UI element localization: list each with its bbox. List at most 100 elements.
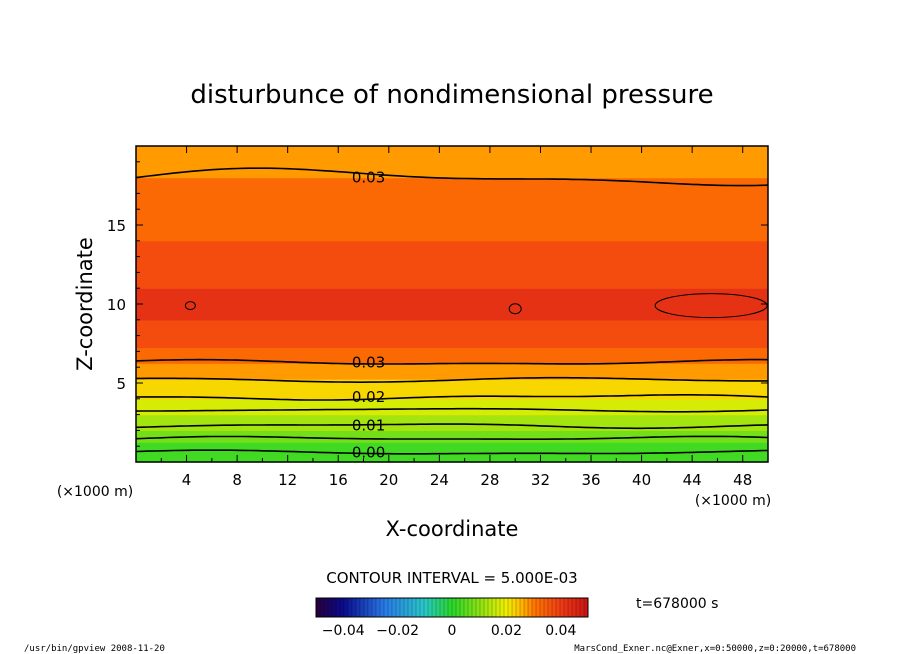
colorbar-segment bbox=[316, 598, 321, 617]
contour-band bbox=[136, 347, 768, 352]
colorbar-segment bbox=[420, 598, 425, 617]
time-label: t=678000 s bbox=[636, 596, 718, 612]
contour-band bbox=[136, 430, 768, 435]
footer-left: /usr/bin/gpview 2008-11-20 bbox=[24, 644, 165, 654]
contour-label: 0.00 bbox=[352, 444, 385, 462]
contour-band bbox=[136, 414, 768, 420]
contour-band bbox=[136, 268, 768, 273]
colorbar-segment bbox=[360, 598, 365, 617]
contour-band bbox=[136, 209, 768, 214]
contour-line bbox=[135, 423, 769, 430]
colorbar-segment bbox=[340, 598, 345, 617]
x-tick-label: 40 bbox=[632, 471, 651, 489]
colorbar-segment bbox=[524, 598, 529, 617]
colorbar-segment bbox=[576, 598, 581, 617]
contour-band bbox=[136, 438, 768, 443]
colorbar-segment bbox=[476, 598, 481, 617]
colorbar-segment bbox=[388, 598, 393, 617]
contour-band bbox=[136, 244, 768, 250]
colorbar-segment bbox=[444, 598, 449, 617]
contour-line bbox=[135, 449, 769, 455]
colorbar-segment bbox=[500, 598, 505, 617]
contour-band bbox=[136, 371, 768, 376]
contour-band bbox=[136, 232, 768, 238]
colorbar-tick-label: 0.02 bbox=[491, 623, 522, 639]
colorbar-segment bbox=[580, 598, 585, 617]
x-tick-label: 20 bbox=[379, 471, 398, 489]
contour-band bbox=[136, 319, 768, 325]
contour-band bbox=[136, 256, 768, 262]
contour-band bbox=[136, 442, 768, 447]
y-tick-label: 10 bbox=[107, 296, 126, 314]
colorbar-segment bbox=[564, 598, 569, 617]
contour-band bbox=[136, 292, 768, 297]
contour-band bbox=[136, 169, 768, 175]
colorbar-segment bbox=[380, 598, 385, 617]
colorbar-segment bbox=[336, 598, 341, 617]
contour-band bbox=[136, 177, 768, 183]
contour-band bbox=[136, 236, 768, 242]
contour-band bbox=[136, 390, 768, 396]
x-tick-label: 24 bbox=[430, 471, 449, 489]
contour-band bbox=[136, 193, 768, 198]
contour-band bbox=[136, 197, 768, 202]
x-tick-label: 12 bbox=[278, 471, 297, 489]
contour-band bbox=[136, 173, 768, 179]
colorbar-tick-labels: −0.04 −0.02 0 0.02 0.04 bbox=[322, 623, 577, 639]
contour-band bbox=[136, 315, 768, 321]
contour-band bbox=[136, 355, 768, 360]
contour-band bbox=[136, 213, 768, 218]
colorbar-segment bbox=[456, 598, 461, 617]
colorbar-tick-label: −0.04 bbox=[322, 623, 365, 639]
contour-band bbox=[136, 149, 768, 155]
colorbar-segment bbox=[552, 598, 557, 617]
contour-band bbox=[136, 264, 768, 270]
contour-band bbox=[136, 339, 768, 345]
colorbar-segment bbox=[528, 598, 533, 617]
contour-band bbox=[136, 426, 768, 431]
colorbar-segment bbox=[512, 598, 517, 617]
colorbar-segment bbox=[480, 598, 485, 617]
contour-band bbox=[136, 450, 768, 455]
x-axis-label: X-coordinate bbox=[386, 517, 519, 541]
contour-band bbox=[136, 446, 768, 451]
colorbar-segment bbox=[352, 598, 357, 617]
contour-band bbox=[136, 300, 768, 305]
contour-interval-label: CONTOUR INTERVAL = 5.000E-03 bbox=[326, 569, 577, 587]
x-tick-label: 32 bbox=[531, 471, 550, 489]
contour-band bbox=[136, 402, 768, 408]
colorbar-tick-label: −0.02 bbox=[376, 623, 419, 639]
colorbar-segment bbox=[488, 598, 493, 617]
colorbar-segment bbox=[324, 598, 329, 617]
contour-band bbox=[136, 280, 768, 285]
contour-band bbox=[136, 386, 768, 392]
x-tick-label: 36 bbox=[581, 471, 600, 489]
contour-labels: 0.03 0.03 0.02 0.01 0.00 bbox=[352, 169, 385, 462]
contour-band bbox=[136, 307, 768, 313]
colorbar-segment bbox=[548, 598, 553, 617]
colorbar-segment bbox=[344, 598, 349, 617]
x-tick-label: 44 bbox=[683, 471, 702, 489]
colorbar-segment bbox=[440, 598, 445, 617]
colorbar-segment bbox=[492, 598, 497, 617]
contour-band bbox=[136, 221, 768, 226]
colorbar-segment bbox=[556, 598, 561, 617]
contour-band bbox=[136, 161, 768, 167]
contour-band bbox=[136, 410, 768, 416]
colorbar-segment bbox=[356, 598, 361, 617]
colorbar-segment bbox=[560, 598, 565, 617]
contour-lines bbox=[135, 167, 769, 455]
x-tick-label: 16 bbox=[329, 471, 348, 489]
contour-band bbox=[136, 189, 768, 194]
colorbar-segment bbox=[436, 598, 441, 617]
colorbar-segment bbox=[544, 598, 549, 617]
colorbar-segment bbox=[496, 598, 501, 617]
colorbar-segment bbox=[332, 598, 337, 617]
x-tick-label: 48 bbox=[733, 471, 752, 489]
contour-band bbox=[136, 248, 768, 254]
contour-line bbox=[135, 358, 769, 365]
contour-closed-small bbox=[508, 303, 522, 315]
colorbar-segment bbox=[400, 598, 405, 617]
contour-label: 0.02 bbox=[352, 388, 385, 406]
